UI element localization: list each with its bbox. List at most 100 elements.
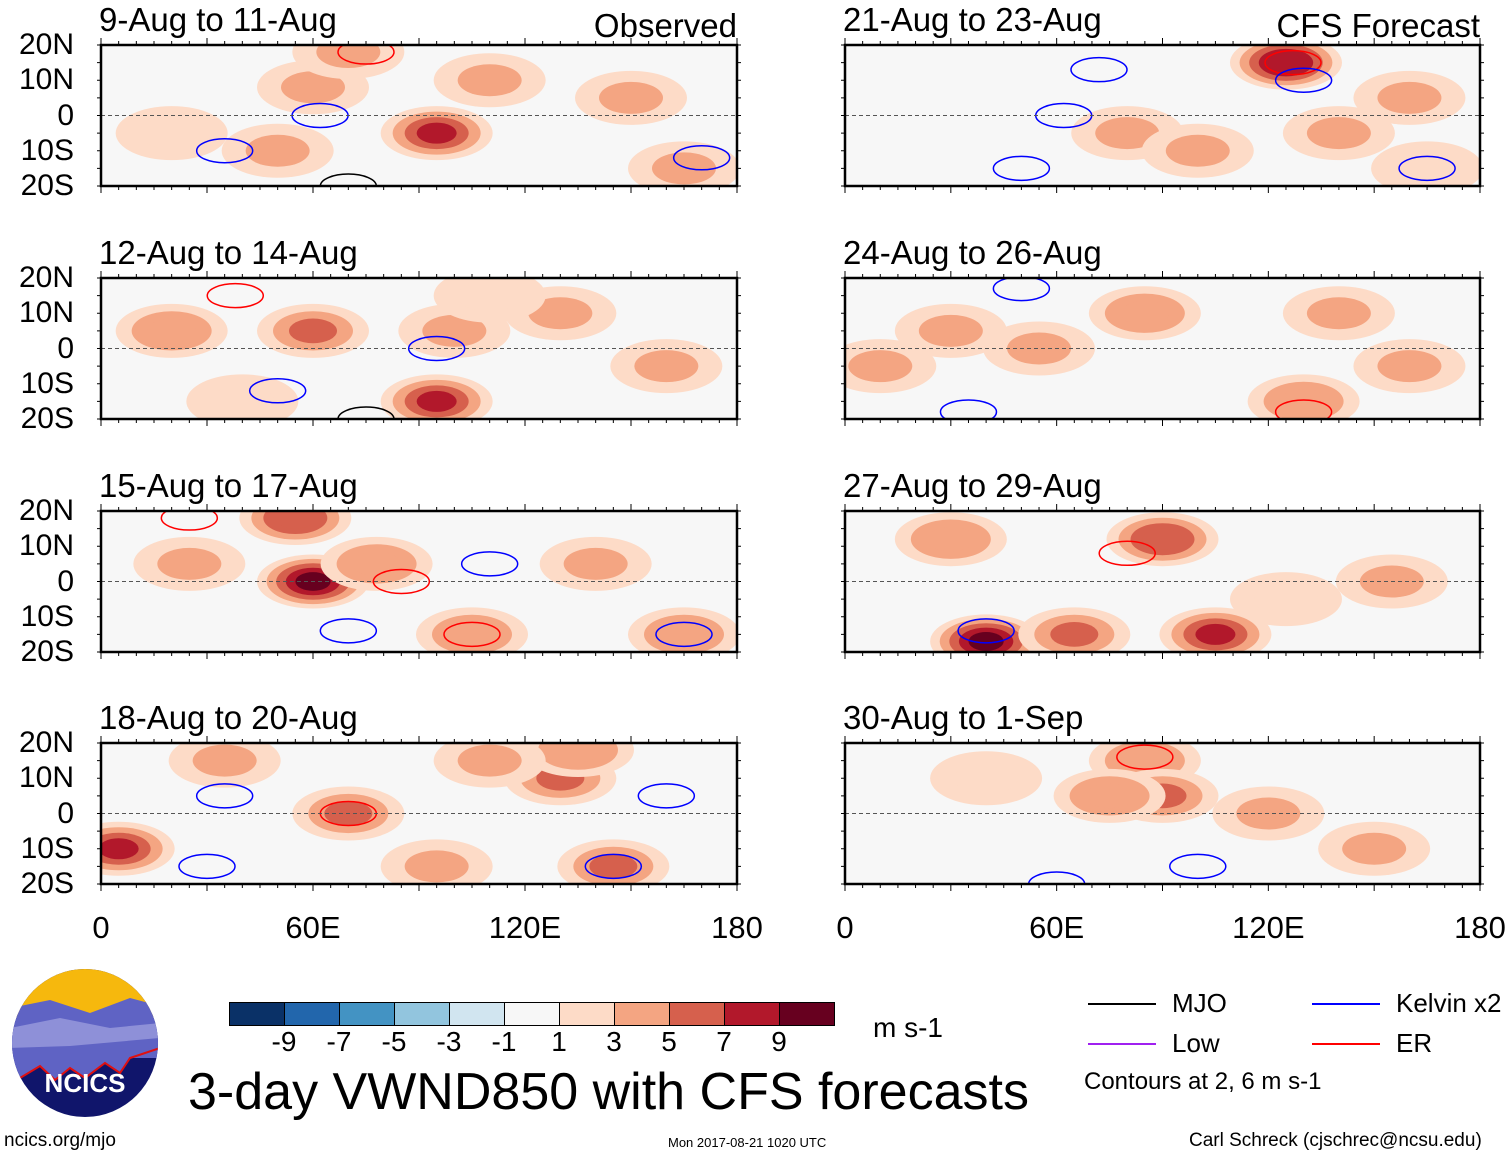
colorbar-swatch — [339, 1002, 395, 1026]
kelvin-contour — [178, 853, 236, 880]
anomaly-shading — [1342, 832, 1407, 865]
y-tick-label: 10N — [18, 529, 74, 563]
anomaly-shading — [404, 850, 469, 883]
anomaly-shading — [652, 152, 716, 185]
anomaly-shading — [457, 744, 522, 777]
colorbar-swatch — [449, 1002, 505, 1026]
kelvin-contour — [939, 399, 998, 419]
anomaly-shading — [457, 64, 522, 97]
map-panel — [97, 271, 741, 426]
map-panel — [97, 38, 741, 193]
anomaly-shading — [563, 547, 628, 580]
panel-title: 27-Aug to 29-Aug — [843, 467, 1102, 504]
er-contour — [337, 45, 395, 65]
anomaly-shading — [245, 134, 310, 167]
anomaly-shading — [416, 390, 457, 412]
anomaly-shading — [192, 744, 257, 777]
kelvin-contour — [992, 278, 1051, 302]
colorbar-label: 3 — [606, 1026, 622, 1057]
map-panel — [841, 504, 1484, 659]
site-url: ncics.org/mjo — [4, 1130, 116, 1151]
anomaly-shading — [1377, 81, 1442, 114]
anomaly-shading — [1395, 152, 1460, 185]
anomaly-shading — [954, 762, 1019, 795]
colorbar-label: -3 — [436, 1026, 462, 1057]
x-tick-label: 180 — [711, 910, 763, 945]
colorbar-label: -9 — [271, 1026, 297, 1057]
anomaly-shading — [528, 297, 593, 330]
x-tick-label: 120E — [1232, 910, 1305, 945]
anomaly-shading — [416, 122, 457, 144]
colorbar-label: -7 — [326, 1026, 352, 1057]
kelvin-contour — [1274, 67, 1333, 93]
er-contour — [372, 568, 431, 595]
anomaly-shading — [139, 117, 204, 150]
anomaly-shading — [1306, 117, 1371, 150]
anomaly-shading — [316, 45, 381, 69]
anomaly-shading — [968, 632, 1004, 651]
kelvin-contour — [584, 853, 643, 880]
anomaly-shading — [634, 350, 699, 383]
panel-source-label: CFS Forecast — [1276, 7, 1480, 44]
anomaly-shading — [101, 838, 139, 860]
panel-source-label: Observed — [593, 7, 737, 44]
colorbar-swatch — [504, 1002, 560, 1026]
anomaly-shading — [1050, 622, 1099, 647]
y-tick-label: 20N — [18, 28, 74, 61]
er-contour — [1264, 49, 1322, 76]
map-panels — [97, 38, 1484, 891]
y-tick-label: 20S — [20, 169, 74, 202]
x-tick-label: 180 — [1454, 910, 1506, 945]
kelvin-contour — [637, 783, 696, 809]
anomaly-shading — [448, 622, 496, 647]
kelvin-contour — [1070, 56, 1128, 83]
legend-label: ER — [1396, 1028, 1433, 1058]
anomaly-shading — [918, 314, 983, 347]
er-contour — [443, 621, 501, 648]
colorbar-label: -5 — [381, 1026, 407, 1057]
anomaly-shading — [926, 526, 975, 552]
kelvin-contour — [992, 155, 1051, 182]
anomaly-shading — [1253, 583, 1318, 616]
anomaly-shading — [289, 318, 337, 344]
mjo-contour — [319, 173, 378, 186]
anomaly-shading — [281, 71, 345, 104]
anomaly-shading — [1142, 528, 1183, 550]
legend-line — [1088, 1043, 1156, 1045]
kelvin-contour — [672, 145, 731, 171]
anomaly-shading — [352, 551, 401, 577]
anomaly-shading — [1377, 350, 1442, 383]
kelvin-contour — [248, 378, 307, 404]
x-tick-label: 120E — [488, 910, 562, 945]
anomaly-shading — [1165, 134, 1230, 167]
anomaly-shading — [1268, 53, 1304, 73]
colorbar-label: 7 — [716, 1026, 732, 1057]
y-tick-label: 20S — [20, 867, 74, 900]
anomaly-shading — [1306, 297, 1371, 330]
y-tick-label: 10N — [18, 296, 74, 330]
kelvin-contour — [460, 551, 519, 577]
er-contour — [1116, 744, 1174, 770]
legend-line — [1312, 1003, 1380, 1005]
colorbar-label: 9 — [771, 1026, 787, 1057]
anomaly-shading — [589, 854, 638, 879]
kelvin-contour — [655, 621, 713, 648]
er-contour — [160, 511, 219, 531]
map-panel — [97, 504, 741, 659]
y-tick-label: 20N — [18, 726, 74, 759]
ncics-logo: NCICS — [10, 968, 160, 1118]
anomaly-shading — [1007, 332, 1072, 365]
anomaly-shading — [660, 622, 708, 647]
panel-title: 15-Aug to 17-Aug — [99, 467, 358, 504]
contour-note: Contours at 2, 6 m s-1 — [1084, 1068, 1322, 1095]
y-tick-label: 0 — [57, 796, 74, 830]
author: Carl Schreck (cjschrec@ncsu.edu) — [1189, 1130, 1482, 1151]
y-tick-label: 20S — [20, 635, 74, 668]
y-tick-label: 10S — [20, 831, 74, 865]
logo-text: NCICS — [44, 1068, 126, 1098]
legend-label: Low — [1172, 1028, 1220, 1058]
y-tick-label: 20S — [20, 402, 74, 435]
mjo-contour — [337, 406, 395, 419]
colorbar-swatch — [614, 1002, 670, 1026]
er-contour — [206, 282, 265, 309]
